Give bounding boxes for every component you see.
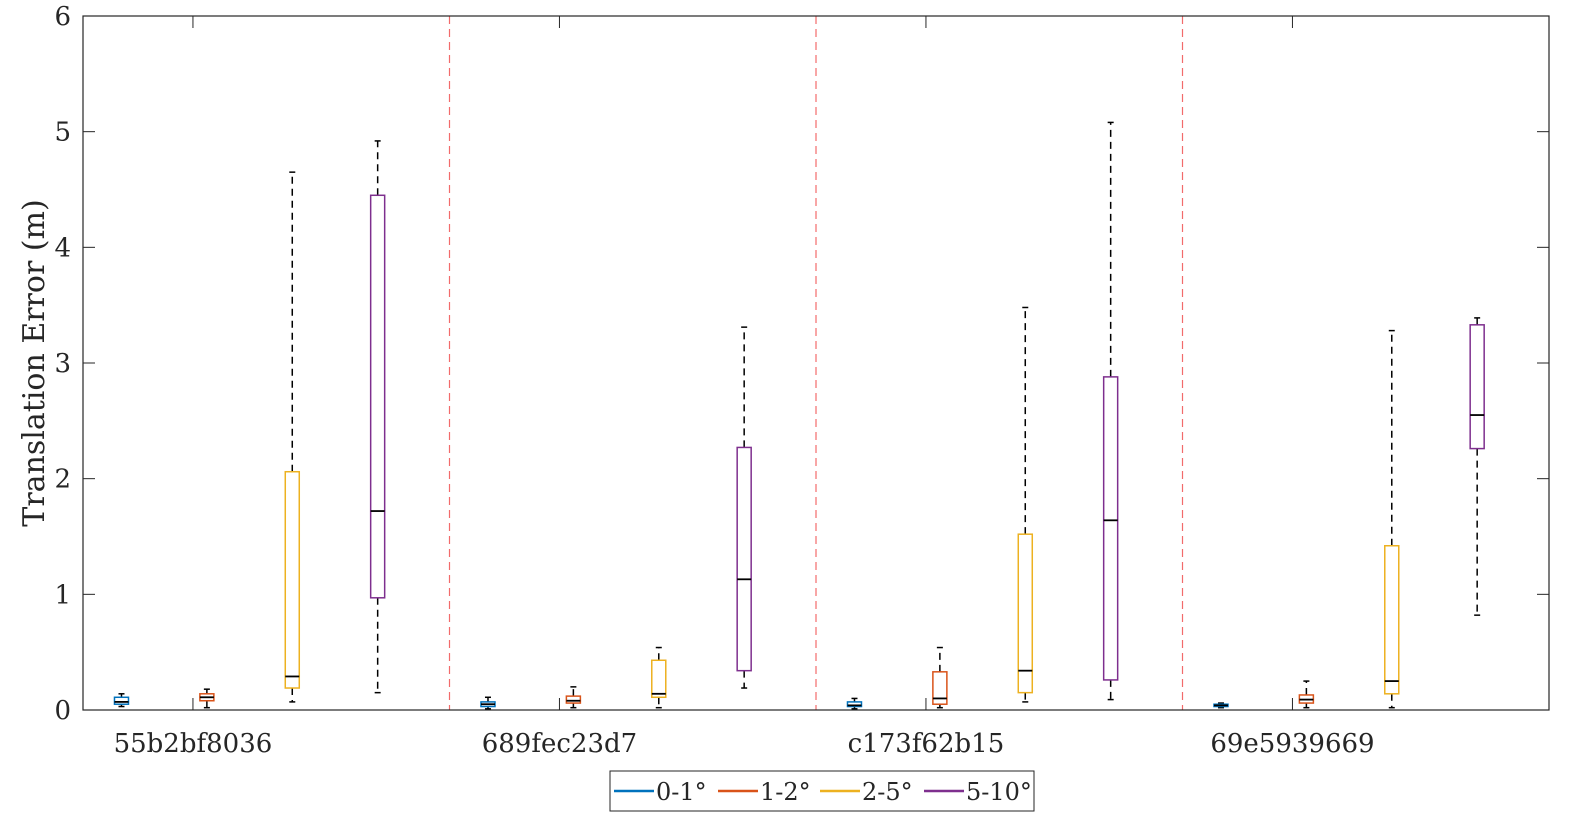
box-iqr [1017, 533, 1034, 694]
y-tick-label: 2 [54, 465, 71, 495]
box-1-2°-c173f62b15 [932, 646, 948, 709]
box-5-10°-55b2bf8036 [369, 140, 386, 694]
box-0-1°-69e5939669 [1213, 702, 1229, 709]
legend-label: 5-10° [966, 778, 1032, 806]
box-iqr [1469, 324, 1485, 450]
box-1-2°-69e5939669 [1298, 680, 1315, 709]
box-2-5°-69e5939669 [1384, 329, 1400, 709]
box-2-5°-689fec23d7 [651, 646, 667, 709]
legend-label: 2-5° [862, 778, 913, 806]
y-tick-label: 3 [54, 349, 71, 379]
box-0-1°-c173f62b15 [846, 697, 863, 710]
box-0-1°-689fec23d7 [480, 696, 496, 710]
y-axis: 0 1 2 3 4 5 6 [54, 2, 1549, 726]
legend-label: 0-1° [656, 778, 707, 806]
box-iqr [369, 194, 386, 599]
legend-item: 0-1° [614, 778, 707, 806]
box-1-2°-689fec23d7 [565, 686, 582, 709]
y-tick-label: 0 [54, 696, 71, 726]
box-iqr [846, 701, 863, 708]
box-iqr [932, 671, 948, 705]
box-iqr [1384, 545, 1400, 695]
y-tick-label: 6 [54, 2, 71, 32]
box-5-10°-689fec23d7 [736, 326, 752, 689]
y-tick-label: 5 [54, 118, 71, 148]
x-category-label: 69e5939669 [1210, 729, 1374, 759]
box-2-5°-55b2bf8036 [284, 171, 301, 703]
legend: 0-1° 1-2° 2-5° 5-10° [609, 770, 1035, 812]
box-2-5°-c173f62b15 [1017, 306, 1034, 703]
box-5-10°-69e5939669 [1469, 317, 1485, 616]
box-iqr [736, 446, 752, 672]
box-iqr [1102, 376, 1119, 681]
legend-item: 5-10° [924, 778, 1032, 806]
box-5-10°-c173f62b15 [1102, 121, 1119, 701]
x-axis: 55b2bf8036 689fec23d7 c173f62b15 69e5939669 [114, 16, 1375, 759]
legend-item: 2-5° [820, 778, 913, 806]
box-iqr [284, 470, 301, 689]
box-iqr [565, 695, 582, 704]
box-1-2°-55b2bf8036 [199, 688, 215, 709]
x-category-label: c173f62b15 [848, 729, 1005, 759]
legend-item: 1-2° [718, 778, 811, 806]
y-tick-label: 4 [54, 233, 71, 263]
legend-label: 1-2° [760, 778, 811, 806]
box-plot-marks [113, 121, 1485, 710]
box-iqr [651, 659, 667, 699]
y-tick-label: 1 [54, 580, 71, 610]
y-axis-label: Translation Error (m) [17, 199, 52, 526]
group-separators [448, 16, 1184, 710]
x-category-label: 55b2bf8036 [114, 729, 273, 759]
x-category-label: 689fec23d7 [482, 729, 637, 759]
box-0-1°-55b2bf8036 [113, 693, 130, 708]
box-iqr [113, 696, 130, 705]
